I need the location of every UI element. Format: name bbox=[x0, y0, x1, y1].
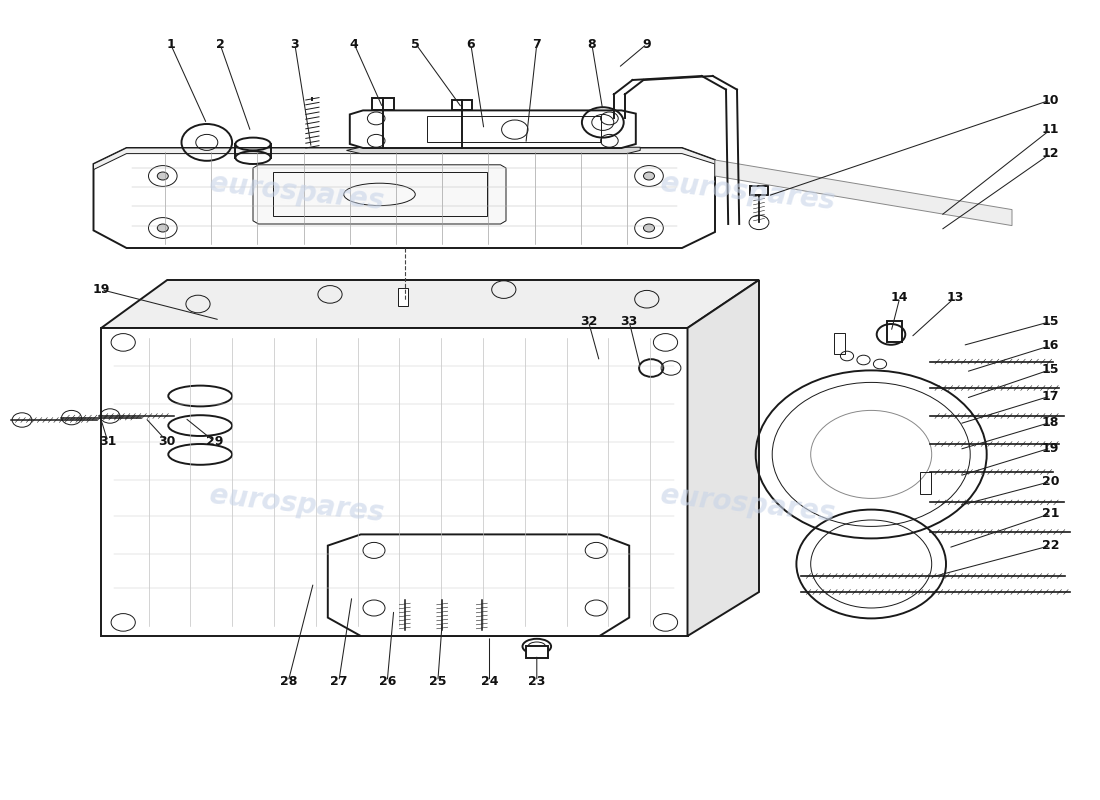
Text: 19: 19 bbox=[1042, 442, 1059, 454]
Polygon shape bbox=[350, 110, 636, 148]
Bar bbox=[750, 186, 768, 195]
Text: 26: 26 bbox=[378, 675, 396, 688]
Text: eurospares: eurospares bbox=[208, 169, 386, 215]
Text: 20: 20 bbox=[1042, 475, 1059, 488]
Text: 7: 7 bbox=[532, 38, 541, 50]
Text: 21: 21 bbox=[1042, 507, 1059, 520]
Text: 19: 19 bbox=[92, 283, 110, 296]
Bar bbox=[398, 288, 408, 306]
Text: 31: 31 bbox=[99, 435, 117, 448]
Polygon shape bbox=[346, 147, 640, 154]
Text: eurospares: eurospares bbox=[659, 169, 837, 215]
Text: 9: 9 bbox=[642, 38, 651, 50]
Text: 28: 28 bbox=[279, 675, 297, 688]
Text: 15: 15 bbox=[1042, 315, 1059, 328]
Text: 18: 18 bbox=[1042, 416, 1059, 429]
Polygon shape bbox=[94, 148, 715, 248]
Text: 3: 3 bbox=[290, 38, 299, 50]
Text: 13: 13 bbox=[946, 291, 964, 304]
Circle shape bbox=[644, 224, 654, 232]
Text: 29: 29 bbox=[206, 435, 223, 448]
Text: 16: 16 bbox=[1042, 339, 1059, 352]
Text: 27: 27 bbox=[330, 675, 348, 688]
Bar bbox=[834, 333, 845, 354]
Bar bbox=[427, 116, 601, 142]
Text: 15: 15 bbox=[1042, 363, 1059, 376]
Text: 6: 6 bbox=[466, 38, 475, 50]
Bar bbox=[452, 100, 472, 110]
Text: eurospares: eurospares bbox=[208, 481, 386, 527]
Polygon shape bbox=[94, 148, 715, 170]
Circle shape bbox=[157, 172, 168, 180]
Text: eurospares: eurospares bbox=[659, 481, 837, 527]
Text: 5: 5 bbox=[411, 38, 420, 50]
Bar bbox=[887, 321, 902, 342]
Text: 4: 4 bbox=[350, 38, 359, 50]
Circle shape bbox=[157, 224, 168, 232]
Text: 25: 25 bbox=[429, 675, 447, 688]
Text: 2: 2 bbox=[216, 38, 224, 50]
Circle shape bbox=[644, 172, 654, 180]
Polygon shape bbox=[715, 160, 1012, 226]
Polygon shape bbox=[688, 280, 759, 636]
Text: 24: 24 bbox=[481, 675, 498, 688]
Text: 22: 22 bbox=[1042, 539, 1059, 552]
Text: 32: 32 bbox=[580, 315, 597, 328]
Text: 23: 23 bbox=[528, 675, 546, 688]
Text: 30: 30 bbox=[158, 435, 176, 448]
Bar bbox=[526, 646, 548, 658]
Text: 33: 33 bbox=[620, 315, 638, 328]
Bar bbox=[372, 98, 394, 110]
Text: 10: 10 bbox=[1042, 94, 1059, 106]
Text: 8: 8 bbox=[587, 38, 596, 50]
Text: 1: 1 bbox=[166, 38, 175, 50]
Bar bbox=[920, 472, 931, 494]
Text: 14: 14 bbox=[891, 291, 909, 304]
Polygon shape bbox=[328, 534, 629, 636]
Text: 12: 12 bbox=[1042, 147, 1059, 160]
Bar bbox=[273, 172, 487, 216]
Text: 11: 11 bbox=[1042, 123, 1059, 136]
Polygon shape bbox=[253, 165, 506, 224]
Polygon shape bbox=[101, 280, 759, 328]
Polygon shape bbox=[101, 328, 688, 636]
Text: 17: 17 bbox=[1042, 390, 1059, 402]
